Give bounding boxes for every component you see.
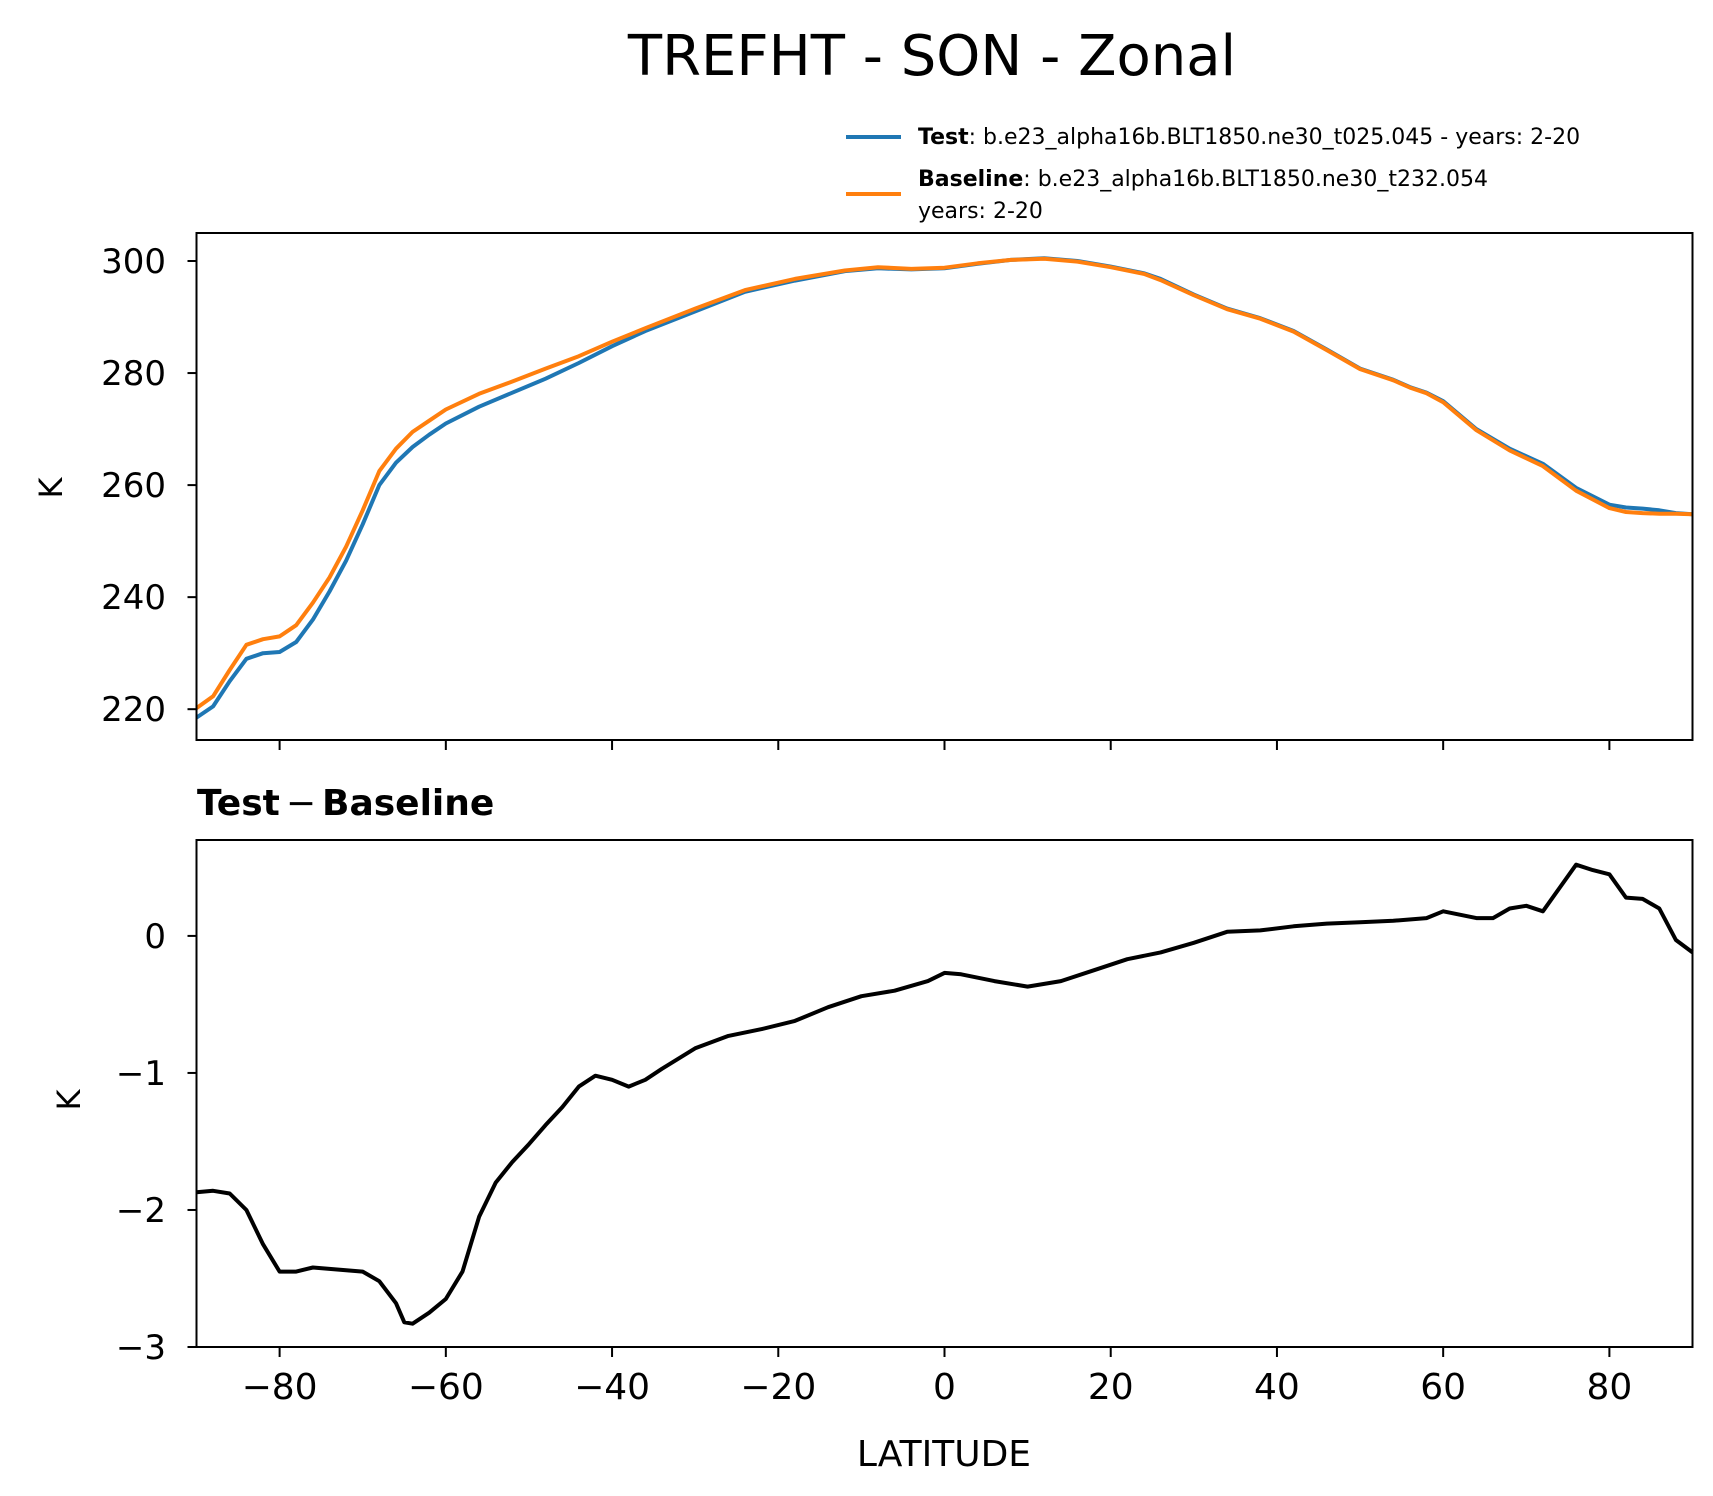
xtick-label: 0 [933,1367,956,1408]
bottom-panel-xlabel: LATITUDE [857,1434,1031,1475]
baseline-line [195,256,1693,710]
xtick-label: 20 [1088,1367,1134,1408]
xtick-label: 40 [1254,1367,1300,1408]
diff-title-dash: − [286,783,316,824]
legend: Test: b.e23_alpha16b.BLT1850.ne30_t025.0… [846,125,1580,224]
xtick-label: −80 [242,1367,318,1408]
bottom-panel: Test − Baseline −3−2−10 −80 −60 −40 −20 0 20 40 6… [50,783,1694,1475]
top-panel-ylabel: K [32,476,70,498]
xtick-label: 80 [1586,1367,1632,1408]
bottom-panel-title: Test − Baseline [197,783,494,824]
ytick-label: 300 [101,242,166,282]
top-panel-lines [195,256,1693,720]
xtick-label: −40 [574,1367,650,1408]
top-panel-xaxis [278,740,1611,750]
ytick-label: 0 [144,917,166,957]
legend-test-rest: : b.e23_alpha16b.BLT1850.ne30_t025.045 -… [969,125,1580,150]
ytick-label: −3 [116,1328,166,1368]
legend-baseline-rest: : b.e23_alpha16b.BLT1850.ne30_t232.054 [1023,167,1488,192]
top-panel-frame [195,232,1694,741]
legend-baseline-bold: Baseline [918,167,1023,192]
bottom-panel-yaxis: −3 −2 −1 0 [116,917,197,1368]
legend-baseline-label: Baseline: b.e23_alpha16b.BLT1850.ne30_t2… [918,167,1488,192]
diff-title-test: Test [197,783,280,824]
top-panel-yaxis: 220 240 260 280 300 [101,242,197,730]
diff-title-baseline: Baseline [322,783,494,824]
ytick-label: 240 [101,578,166,618]
bottom-panel-xaxis: −80 −60 −40 −20 0 20 40 60 80 [242,1347,1632,1408]
xtick-label: −20 [740,1367,816,1408]
legend-test-label: Test: b.e23_alpha16b.BLT1850.ne30_t025.0… [918,125,1580,150]
bottom-panel-ylabel: K [50,1088,88,1110]
xtick-label: −60 [408,1367,484,1408]
bottom-panel-lines [196,862,1694,1326]
xtick-label: 60 [1420,1367,1466,1408]
ytick-label: 280 [101,354,166,394]
legend-baseline-line2: years: 2-20 [918,199,1043,224]
top-panel: 220 240 260 280 300 K [32,232,1694,750]
legend-test-bold: Test [918,125,969,150]
ytick-label: −2 [116,1191,166,1231]
ytick-label: −1 [116,1054,166,1094]
difference-line [196,862,1694,1326]
ytick-label: 260 [101,466,166,506]
ytick-label: 220 [101,690,166,730]
figure-title: TREFHT - SON - Zonal [627,24,1236,89]
test-line [195,256,1693,720]
